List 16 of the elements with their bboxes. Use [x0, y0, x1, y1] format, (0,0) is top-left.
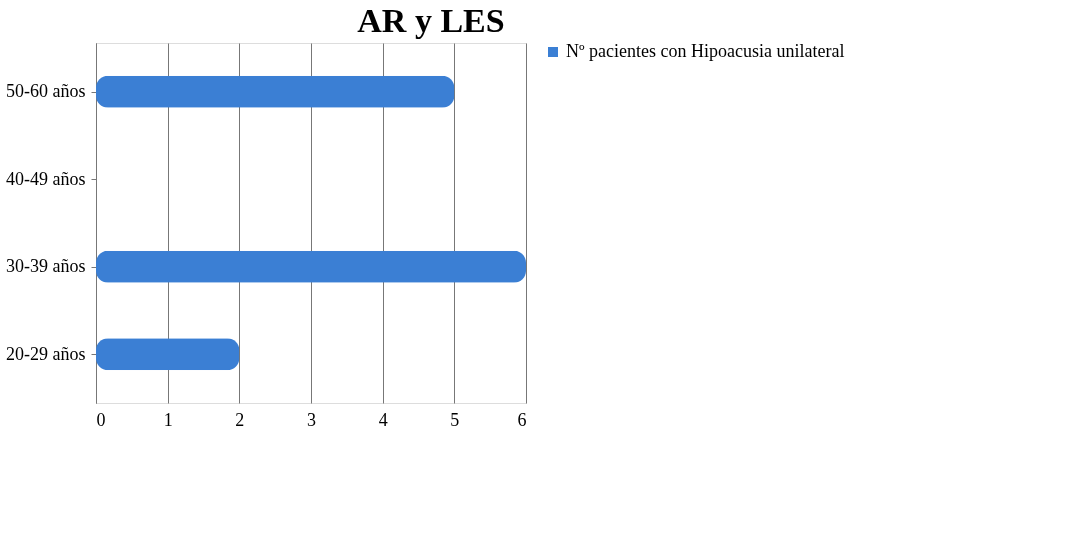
x-tick-label: 4 — [378, 409, 388, 430]
chart-title: AR y LES — [357, 2, 505, 39]
x-tick-label: 5 — [450, 409, 460, 430]
x-tick-label: 3 — [307, 409, 316, 430]
bar — [96, 75, 455, 108]
y-tick-label: 20-29 años — [6, 343, 86, 364]
bar — [96, 338, 240, 371]
y-tick-label: 30-39 años — [6, 256, 86, 277]
legend-label: Nº pacientes con Hipoacusia unilateral — [566, 41, 845, 61]
x-tick-label: 1 — [163, 409, 173, 430]
y-tick-label: 40-49 años — [6, 168, 86, 189]
x-tick-label: 6 — [517, 409, 527, 430]
x-tick-label: 0 — [96, 409, 106, 430]
bar — [96, 250, 526, 283]
x-tick-label: 2 — [235, 409, 245, 430]
y-tick-label: 50-60 años — [6, 81, 86, 102]
